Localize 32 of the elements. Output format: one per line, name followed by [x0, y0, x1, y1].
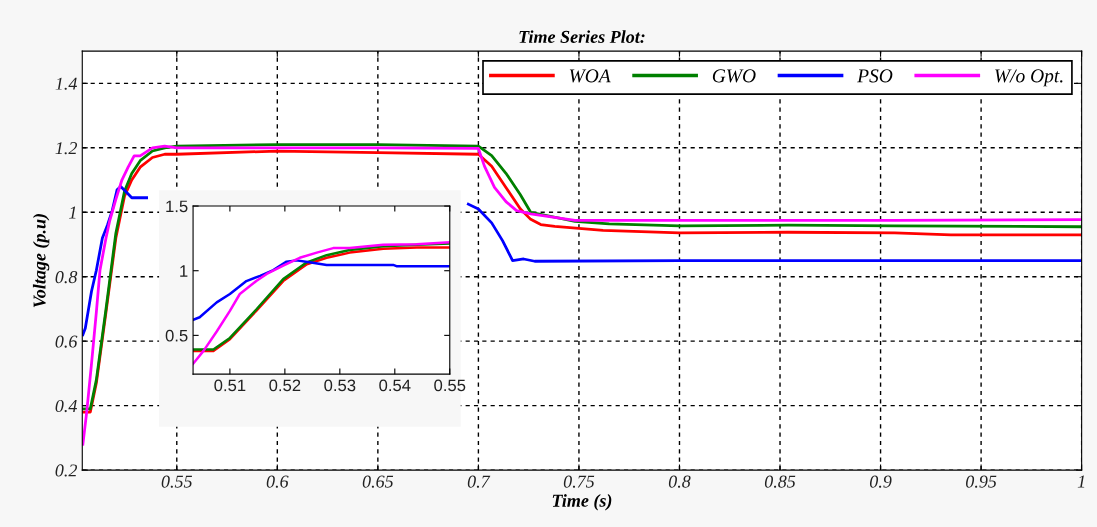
y-tick-label: 1.4 [55, 77, 78, 90]
x-tick-label: 0.6 [266, 475, 289, 488]
x-tick-label: 0.55 [434, 379, 466, 392]
legend-label: WOA [569, 69, 611, 83]
chart-title: Time Series Plot: [519, 30, 645, 44]
x-tick-label: 0.52 [269, 379, 301, 392]
y-tick-label: 1.5 [166, 200, 188, 213]
x-tick-label: 0.95 [966, 475, 997, 488]
legend-label: GWO [712, 69, 756, 83]
y-axis-title: Voltage (p.u) [32, 214, 50, 308]
x-tick-label: 0.75 [563, 475, 595, 488]
x-tick-label: 1 [1077, 475, 1085, 488]
x-tick-label: 0.55 [161, 475, 193, 488]
y-tick-label: 0.8 [55, 270, 78, 284]
y-tick-label: 0.2 [55, 464, 78, 477]
y-tick-label: 1 [69, 206, 76, 219]
x-tick-label: 0.9 [869, 475, 892, 488]
x-tick-label: 0.8 [668, 475, 691, 488]
y-tick-label: 0.4 [55, 399, 78, 413]
y-tick-label: 0.6 [55, 335, 78, 348]
legend-label: W/o Opt. [995, 69, 1063, 87]
y-tick-label: 0.5 [165, 329, 188, 342]
x-tick-label: 0.65 [362, 475, 394, 488]
y-tick-label: 1 [180, 265, 188, 277]
legend-label: PSO [857, 69, 893, 83]
x-tick-label: 0.7 [467, 475, 491, 488]
x-axis-title: Time (s) [552, 494, 612, 511]
y-tick-label: 1.2 [55, 142, 78, 155]
x-tick-label: 0.85 [764, 475, 796, 488]
x-tick-label: 0.54 [379, 379, 411, 392]
x-tick-label: 0.53 [324, 379, 356, 392]
x-tick-label: 0.51 [214, 379, 246, 392]
